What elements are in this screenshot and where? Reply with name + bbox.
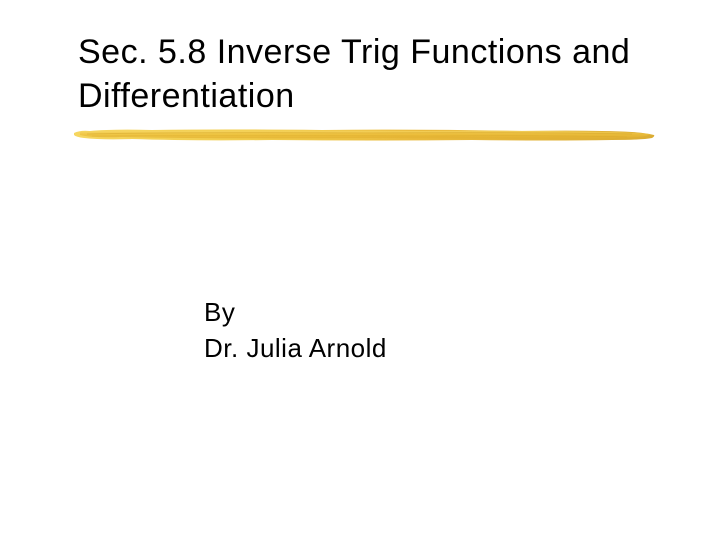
by-label: By xyxy=(204,294,387,330)
slide-body: By Dr. Julia Arnold xyxy=(204,294,387,367)
brush-stroke-icon xyxy=(72,128,656,142)
author-name: Dr. Julia Arnold xyxy=(204,330,387,366)
title-underline xyxy=(72,128,656,142)
slide-container: Sec. 5.8 Inverse Trig Functions and Diff… xyxy=(0,0,720,540)
slide-title: Sec. 5.8 Inverse Trig Functions and Diff… xyxy=(0,30,720,118)
